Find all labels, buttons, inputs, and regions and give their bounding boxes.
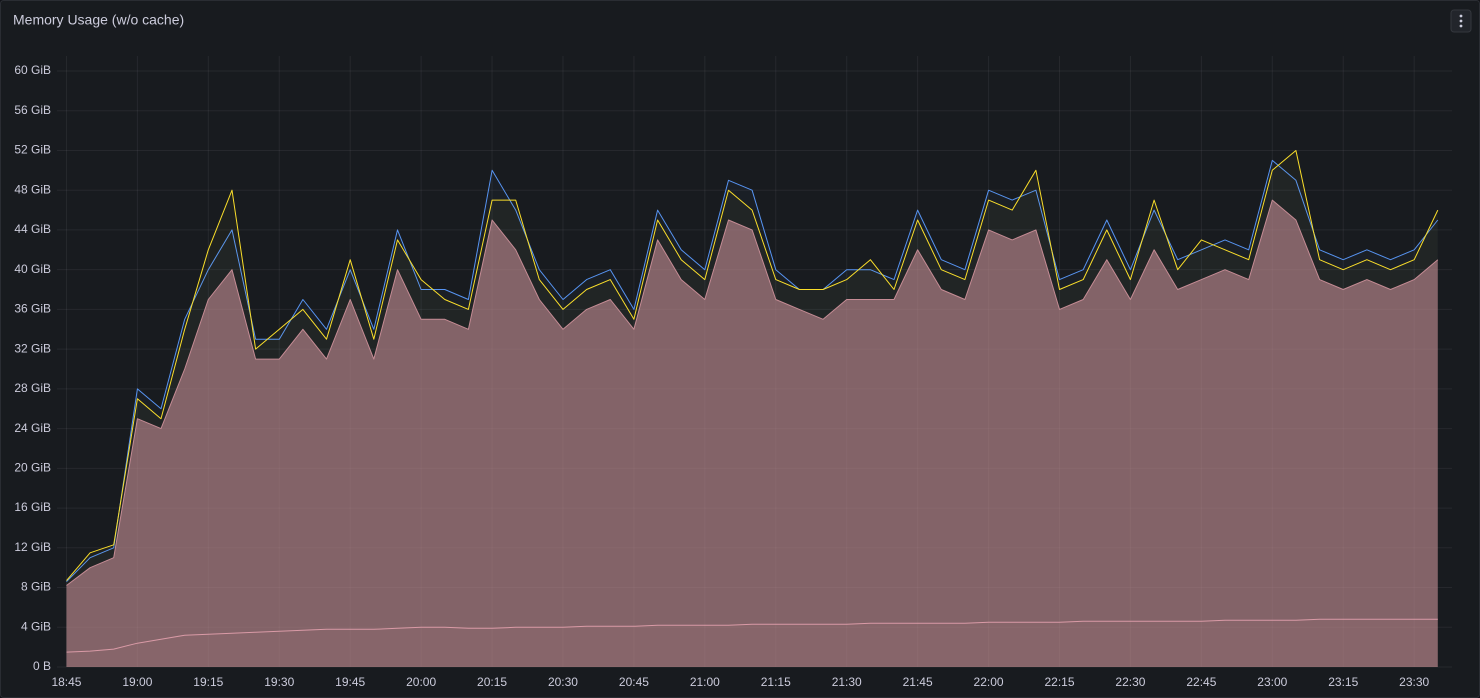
x-tick-label: 20:45 — [619, 675, 649, 689]
series-area — [66, 619, 1438, 667]
series-area — [66, 160, 1438, 667]
x-tick-label: 19:45 — [335, 675, 365, 689]
x-tick-label: 20:00 — [406, 675, 436, 689]
y-tick-label: 48 GiB — [14, 182, 51, 196]
series-line — [66, 199, 1439, 586]
x-tick-label: 21:00 — [690, 675, 720, 689]
panel-title: Memory Usage (w/o cache) — [13, 12, 184, 28]
series-line — [66, 159, 1439, 582]
y-tick-label: 28 GiB — [14, 381, 51, 395]
menu-dot — [1459, 14, 1463, 18]
x-tick-label: 21:30 — [832, 675, 862, 689]
y-tick-label: 40 GiB — [14, 262, 51, 276]
x-tick-label: 23:00 — [1257, 675, 1287, 689]
x-tick-label: 22:15 — [1044, 675, 1074, 689]
x-tick-label: 23:15 — [1328, 675, 1358, 689]
y-tick-label: 20 GiB — [14, 461, 51, 475]
x-tick-label: 22:00 — [974, 675, 1004, 689]
x-tick-label: 18:45 — [51, 675, 81, 689]
series-line — [66, 618, 1438, 653]
x-tick-label: 21:45 — [903, 675, 933, 689]
x-tick-label: 22:45 — [1186, 675, 1216, 689]
series-line — [66, 150, 1439, 581]
x-tick-label: 20:30 — [548, 675, 578, 689]
y-tick-label: 12 GiB — [14, 540, 51, 554]
x-tick-label: 19:00 — [122, 675, 152, 689]
x-tick-label: 19:30 — [264, 675, 294, 689]
menu-button[interactable] — [1450, 9, 1472, 33]
menu-dot — [1459, 19, 1463, 23]
x-tick-label: 19:15 — [193, 675, 223, 689]
y-tick-label: 52 GiB — [14, 143, 51, 157]
menu-dot — [1459, 24, 1463, 28]
y-tick-label: 60 GiB — [14, 63, 51, 77]
y-tick-label: 44 GiB — [14, 222, 51, 236]
x-tick-label: 23:30 — [1399, 675, 1429, 689]
y-tick-label: 24 GiB — [14, 421, 51, 435]
y-tick-label: 36 GiB — [14, 302, 51, 316]
y-tick-label: 8 GiB — [21, 580, 51, 594]
y-tick-label: 16 GiB — [14, 500, 51, 514]
x-tick-label: 21:15 — [761, 675, 791, 689]
x-tick-label: 22:30 — [1115, 675, 1145, 689]
x-tick-label: 20:15 — [477, 675, 507, 689]
y-tick-label: 0 B — [33, 659, 51, 673]
series-area — [66, 200, 1438, 667]
y-tick-label: 32 GiB — [14, 341, 51, 355]
y-tick-label: 4 GiB — [21, 619, 51, 633]
y-tick-label: 56 GiB — [14, 103, 51, 117]
